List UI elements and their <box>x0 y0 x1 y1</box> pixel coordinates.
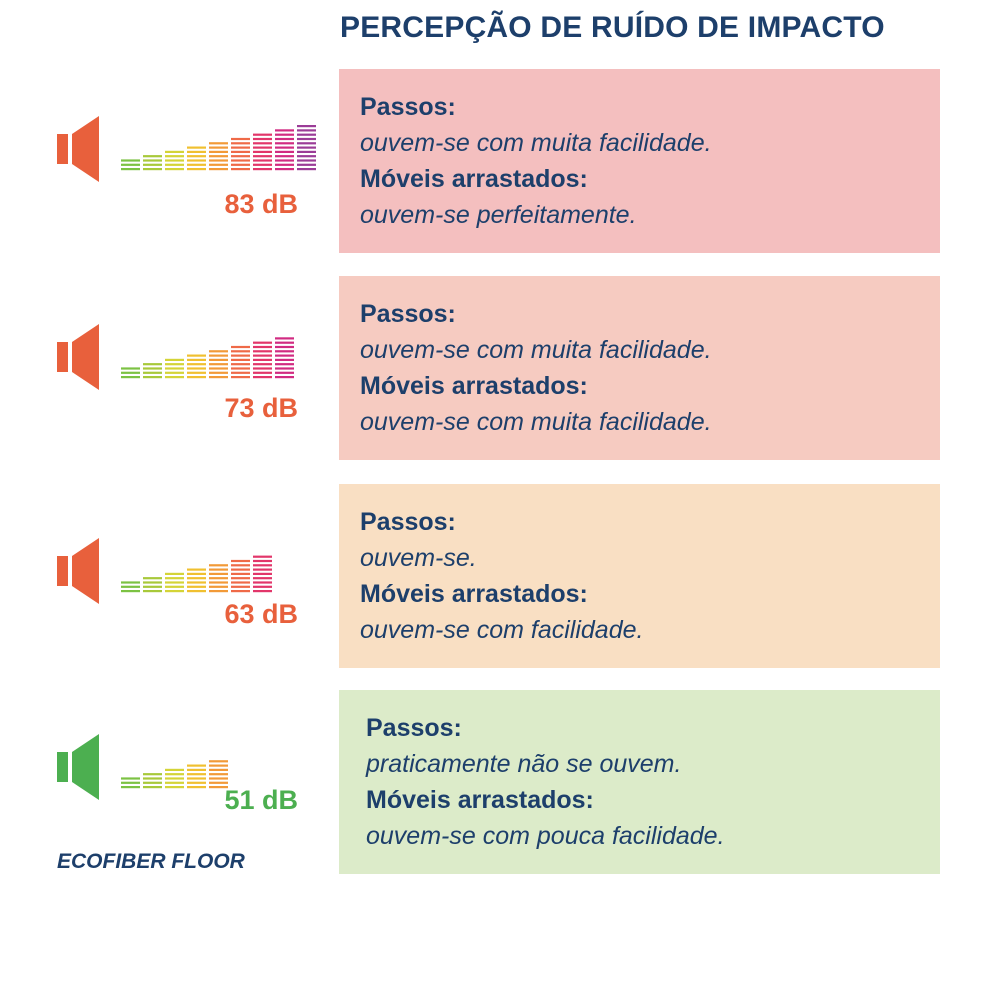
footsteps-label: Passos: <box>360 300 456 328</box>
meter-bar <box>209 142 228 171</box>
meter-bar <box>165 572 184 593</box>
furniture-text: ouvem-se com facilidade. <box>360 616 644 644</box>
perception-panel: Passos: ouvem-se com muita facilidade. M… <box>339 276 940 460</box>
furniture-text: ouvem-se com pouca facilidade. <box>366 822 725 850</box>
page-title: PERCEPÇÃO DE RUÍDO DE IMPACTO <box>340 11 885 44</box>
meter-bar <box>209 760 228 789</box>
furniture-text: ouvem-se perfeitamente. <box>360 201 637 229</box>
volume-meter: 51 dB <box>0 718 320 878</box>
speaker-icon <box>57 734 99 800</box>
meter-bar <box>121 367 140 379</box>
meter-bar <box>231 345 250 379</box>
furniture-label: Móveis arrastados: <box>360 580 588 608</box>
meter-bar <box>275 129 294 171</box>
meter-bar <box>143 363 162 379</box>
meter-bar <box>187 568 206 593</box>
volume-meter-graphic <box>57 538 272 604</box>
meter-bar <box>297 125 316 171</box>
footsteps-label: Passos: <box>366 714 462 742</box>
meter-bar <box>209 350 228 379</box>
perception-panel: Passos: ouvem-se com muita facilidade. M… <box>339 69 940 253</box>
volume-meter: 73 dB <box>0 308 320 468</box>
decibel-level: 83 dB <box>224 189 298 219</box>
meter-bar <box>187 146 206 171</box>
furniture-label: Móveis arrastados: <box>360 165 588 193</box>
decibel-level: 73 dB <box>224 393 298 423</box>
meter-bar <box>143 155 162 171</box>
meter-bar <box>209 564 228 593</box>
meter-bar <box>231 559 250 593</box>
speaker-icon <box>57 324 99 390</box>
speaker-icon <box>57 538 99 604</box>
footsteps-text: praticamente não se ouvem. <box>366 750 682 778</box>
volume-meter-graphic <box>57 324 294 390</box>
meter-bar <box>187 764 206 789</box>
perception-panel: Passos: praticamente não se ouvem. Móvei… <box>339 690 940 874</box>
meter-bar <box>253 341 272 379</box>
footsteps-label: Passos: <box>360 508 456 536</box>
meter-bar <box>165 150 184 171</box>
meter-bar <box>231 137 250 171</box>
speaker-icon <box>57 116 99 182</box>
decibel-level: 63 dB <box>224 599 298 629</box>
furniture-label: Móveis arrastados: <box>366 786 594 814</box>
meter-bar <box>121 159 140 171</box>
footsteps-text: ouvem-se com muita facilidade. <box>360 129 712 157</box>
volume-meter: 63 dB <box>0 522 320 682</box>
meter-bar <box>187 354 206 379</box>
meter-bar <box>143 577 162 593</box>
footsteps-text: ouvem-se com muita facilidade. <box>360 336 712 364</box>
furniture-label: Móveis arrastados: <box>360 372 588 400</box>
meter-bar <box>165 358 184 379</box>
volume-meter-graphic <box>57 116 316 182</box>
volume-meter-graphic <box>57 734 228 800</box>
meter-bar <box>253 555 272 593</box>
footsteps-label: Passos: <box>360 93 456 121</box>
furniture-text: ouvem-se com muita facilidade. <box>360 408 712 436</box>
meter-bar <box>165 768 184 789</box>
meter-bar <box>121 777 140 789</box>
footsteps-text: ouvem-se. <box>360 544 477 572</box>
meter-bar <box>121 581 140 593</box>
meter-bar <box>275 337 294 379</box>
volume-meter: 83 dB <box>0 100 320 260</box>
meter-bar <box>253 133 272 171</box>
meter-bar <box>143 773 162 789</box>
decibel-level: 51 dB <box>224 785 298 815</box>
perception-panel: Passos: ouvem-se. Móveis arrastados: ouv… <box>339 484 940 668</box>
brand-name: ECOFIBER FLOOR <box>57 850 245 873</box>
